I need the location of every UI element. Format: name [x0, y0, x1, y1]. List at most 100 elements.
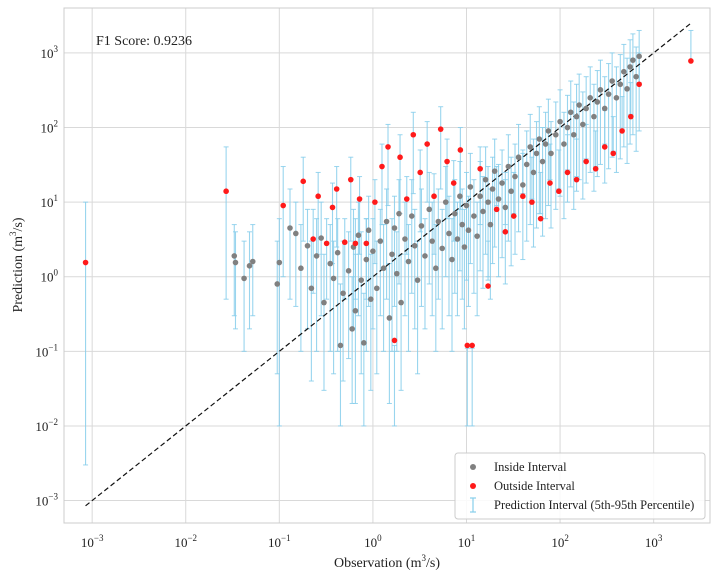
- point-layer: [82, 53, 694, 349]
- y-tick-label: 10−1: [35, 342, 58, 359]
- inside-point: [287, 225, 293, 231]
- inside-point: [594, 99, 601, 105]
- y-axis-label: Prediction (m3/s): [8, 217, 26, 312]
- inside-point: [520, 182, 526, 188]
- interval-bar: [633, 46, 639, 152]
- inside-point: [246, 263, 253, 269]
- interval-bar: [83, 201, 89, 466]
- interval-bar: [587, 66, 593, 173]
- outside-point: [223, 188, 229, 195]
- outside-point: [379, 163, 385, 170]
- inside-point: [439, 245, 445, 252]
- inside-point: [495, 196, 502, 202]
- interval-bar: [496, 163, 502, 278]
- inside-point: [402, 236, 408, 242]
- interval-bar: [516, 123, 522, 233]
- inside-point: [536, 136, 543, 142]
- inside-point: [327, 260, 334, 267]
- inside-point: [502, 204, 509, 211]
- inside-point: [461, 244, 468, 250]
- interval-bar: [557, 89, 563, 197]
- inside-point: [293, 230, 299, 237]
- outside-point: [457, 147, 464, 153]
- outside-point: [403, 196, 410, 202]
- x-tick-label: 10−2: [174, 533, 197, 550]
- interval-bar: [348, 156, 354, 242]
- inside-point: [459, 221, 466, 228]
- inside-point: [368, 296, 374, 302]
- inside-point: [391, 225, 398, 231]
- interval-bar: [467, 152, 473, 265]
- interval-bar: [564, 134, 570, 171]
- interval-bar: [438, 106, 444, 190]
- inside-point: [570, 131, 577, 138]
- interval-bar: [287, 188, 293, 300]
- legend-interval-label: Prediction Interval (5th-95th Percentile…: [494, 498, 694, 512]
- interval-bar: [591, 83, 597, 192]
- inside-point: [557, 118, 563, 125]
- interval-bar: [377, 208, 383, 317]
- interval-bar: [357, 176, 363, 255]
- outside-point: [573, 176, 580, 183]
- inside-point: [308, 285, 315, 292]
- interval-bar: [410, 111, 416, 195]
- inside-point: [334, 249, 341, 256]
- inside-point: [298, 265, 304, 272]
- outside-point: [520, 193, 526, 200]
- inside-point: [530, 169, 537, 176]
- inside-point: [345, 268, 352, 274]
- interval-bar: [451, 160, 457, 242]
- interval-bar: [324, 218, 330, 300]
- interval-bar: [561, 111, 567, 220]
- interval-bar: [454, 201, 460, 317]
- x-tick-label: 102: [551, 533, 569, 550]
- outside-point: [450, 180, 457, 186]
- inside-point: [463, 202, 470, 209]
- inside-point: [567, 109, 574, 116]
- inside-point: [605, 91, 612, 97]
- inside-point: [613, 95, 620, 101]
- interval-bar: [412, 208, 418, 330]
- interval-bar: [417, 149, 423, 233]
- inside-point: [485, 199, 491, 205]
- inside-point: [624, 86, 630, 92]
- x-axis-ticks: 10−3 10−2 10−1 100 101 102 103: [81, 533, 663, 550]
- inside-point: [361, 340, 367, 346]
- outside-point: [424, 141, 430, 147]
- inside-point: [318, 235, 324, 241]
- inside-point: [627, 64, 633, 70]
- x-tick-label: 10−3: [81, 533, 104, 550]
- interval-bar: [688, 29, 694, 61]
- inside-point: [527, 144, 534, 150]
- interval-bar: [469, 347, 475, 427]
- inside-point: [337, 342, 344, 349]
- interval-bar: [505, 134, 511, 242]
- interval-bar: [538, 171, 544, 215]
- inside-point: [487, 221, 494, 228]
- outside-point: [333, 186, 340, 192]
- x-tick-label: 100: [364, 533, 382, 550]
- inside-point: [533, 150, 540, 157]
- interval-bar: [609, 52, 615, 158]
- interval-bar: [512, 143, 518, 255]
- interval-bar: [553, 101, 559, 210]
- inside-point: [232, 259, 239, 266]
- inside-point: [442, 199, 449, 205]
- inside-point: [617, 81, 624, 88]
- inside-point: [482, 176, 489, 183]
- inside-point: [465, 227, 472, 234]
- legend-outside-marker: [470, 483, 476, 489]
- interval-bar: [594, 70, 600, 178]
- interval-bar: [404, 176, 410, 255]
- outside-point: [493, 206, 500, 213]
- interval-bar: [527, 113, 533, 226]
- outside-point: [300, 178, 307, 185]
- interval-bar: [543, 111, 549, 220]
- interval-bar: [318, 201, 324, 317]
- outside-point: [610, 150, 617, 157]
- interval-bar: [331, 240, 337, 375]
- reference-line: [85, 22, 692, 507]
- inside-point: [414, 277, 421, 283]
- y-axis-ticks: 10−3 10−2 10−1 100 101 102 103: [35, 44, 58, 509]
